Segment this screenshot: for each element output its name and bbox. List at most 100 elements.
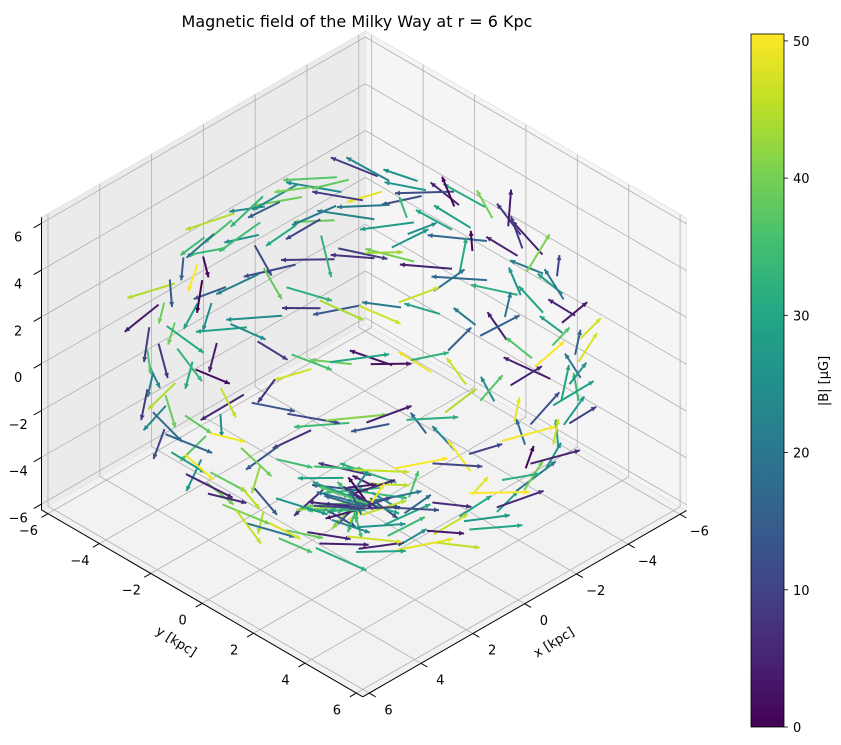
field-arrow: [507, 267, 522, 296]
x-axis-label: x [kpc]: [531, 625, 577, 662]
field-arrow-head: [142, 356, 148, 362]
field-arrow: [507, 189, 513, 227]
field-arrow-head: [226, 316, 232, 322]
z-tick: [33, 363, 42, 369]
field-arrow-head: [360, 226, 366, 232]
field-arrow-head: [507, 292, 512, 298]
field-arrow-head: [282, 355, 288, 360]
field-arrow: [530, 449, 581, 465]
field-arrow: [219, 387, 237, 418]
field-arrow-head: [384, 180, 390, 186]
x-tick: [368, 692, 376, 698]
colorbar-ticks: 0 10 20 30 40 50: [784, 35, 810, 736]
colorbar-tick-label: 10: [793, 584, 810, 599]
field-arrow-head: [325, 514, 332, 520]
field-arrow: [319, 542, 369, 546]
field-arrow-head: [143, 425, 149, 431]
field-arrow-head: [171, 422, 177, 428]
x-tick: [524, 603, 532, 608]
field-arrow: [529, 391, 561, 426]
field-arrow: [287, 412, 340, 424]
field-arrow: [179, 435, 207, 462]
field-arrow: [307, 531, 351, 540]
field-arrow: [278, 537, 313, 554]
field-arrow-head: [184, 383, 189, 389]
field-arrow: [184, 453, 215, 481]
y-tick-label: 4: [281, 673, 289, 688]
field-arrow: [577, 332, 598, 363]
field-arrow-head: [466, 503, 472, 509]
field-arrow-head: [306, 503, 312, 509]
field-arrow: [387, 516, 426, 537]
gridline: [47, 505, 370, 694]
field-arrow-head: [470, 388, 477, 394]
field-arrow-head: [465, 327, 472, 333]
gridline: [365, 36, 687, 225]
field-arrow: [226, 314, 283, 321]
field-arrow-head: [187, 285, 193, 292]
field-arrow-head: [403, 482, 409, 488]
field-arrow: [534, 340, 565, 368]
field-arrow: [318, 462, 372, 477]
field-arrow-head: [383, 168, 389, 174]
field-arrow: [435, 541, 480, 549]
field-arrow: [479, 374, 504, 402]
field-arrow: [157, 343, 169, 379]
field-arrow: [251, 401, 295, 413]
field-arrow: [403, 493, 432, 515]
x-tick-label: −6: [690, 525, 709, 540]
field-arrow: [383, 168, 418, 183]
field-arrow-head: [230, 221, 237, 227]
field-arrow-head: [564, 327, 570, 333]
field-arrow-head: [504, 513, 510, 519]
field-arrow: [336, 203, 390, 209]
field-arrow-head: [277, 293, 282, 300]
field-arrow: [511, 220, 544, 256]
field-arrow: [165, 433, 213, 454]
y-tick-label: −2: [122, 584, 141, 599]
field-arrow-head: [482, 477, 488, 483]
field-arrow-head: [321, 510, 328, 516]
field-arrow: [253, 244, 273, 277]
field-arrow-head: [556, 442, 561, 449]
field-arrow: [185, 473, 234, 499]
field-arrow-head: [167, 339, 172, 345]
field-arrow-head: [257, 397, 263, 403]
field-arrow: [176, 347, 203, 382]
field-arrow: [515, 460, 557, 493]
gridline: [41, 177, 366, 365]
field-arrow-head: [506, 337, 512, 343]
field-arrow-head: [281, 257, 287, 263]
field-arrow-head: [397, 249, 403, 255]
field-arrow-head: [313, 311, 319, 317]
field-arrow: [394, 190, 455, 195]
field-arrow-head: [334, 419, 340, 425]
field-arrow-head: [556, 255, 562, 261]
field-arrow: [252, 183, 299, 211]
z-tick: [33, 410, 42, 416]
field-arrow: [253, 487, 278, 516]
field-arrow: [313, 504, 355, 510]
field-arrow-head: [419, 517, 425, 522]
field-arrow-head: [219, 246, 225, 252]
field-arrow: [509, 259, 544, 275]
field-arrow-head: [549, 425, 556, 431]
field-arrow-head: [296, 506, 302, 512]
field-arrow: [518, 285, 544, 314]
field-arrow: [458, 494, 493, 518]
field-arrow-head: [392, 513, 398, 519]
field-arrow-head: [312, 190, 318, 195]
field-arrow: [410, 351, 449, 362]
field-arrow: [442, 183, 486, 208]
field-arrow-head: [147, 369, 153, 375]
field-arrow-head: [317, 534, 323, 540]
field-arrow: [326, 413, 387, 422]
x-tick-label: 0: [540, 614, 548, 629]
field-arrow-head: [371, 482, 377, 488]
field-arrow: [185, 232, 215, 259]
field-arrow-head: [401, 494, 407, 500]
field-arrow: [359, 221, 415, 231]
field-arrow: [262, 267, 283, 300]
field-arrow: [312, 178, 350, 190]
